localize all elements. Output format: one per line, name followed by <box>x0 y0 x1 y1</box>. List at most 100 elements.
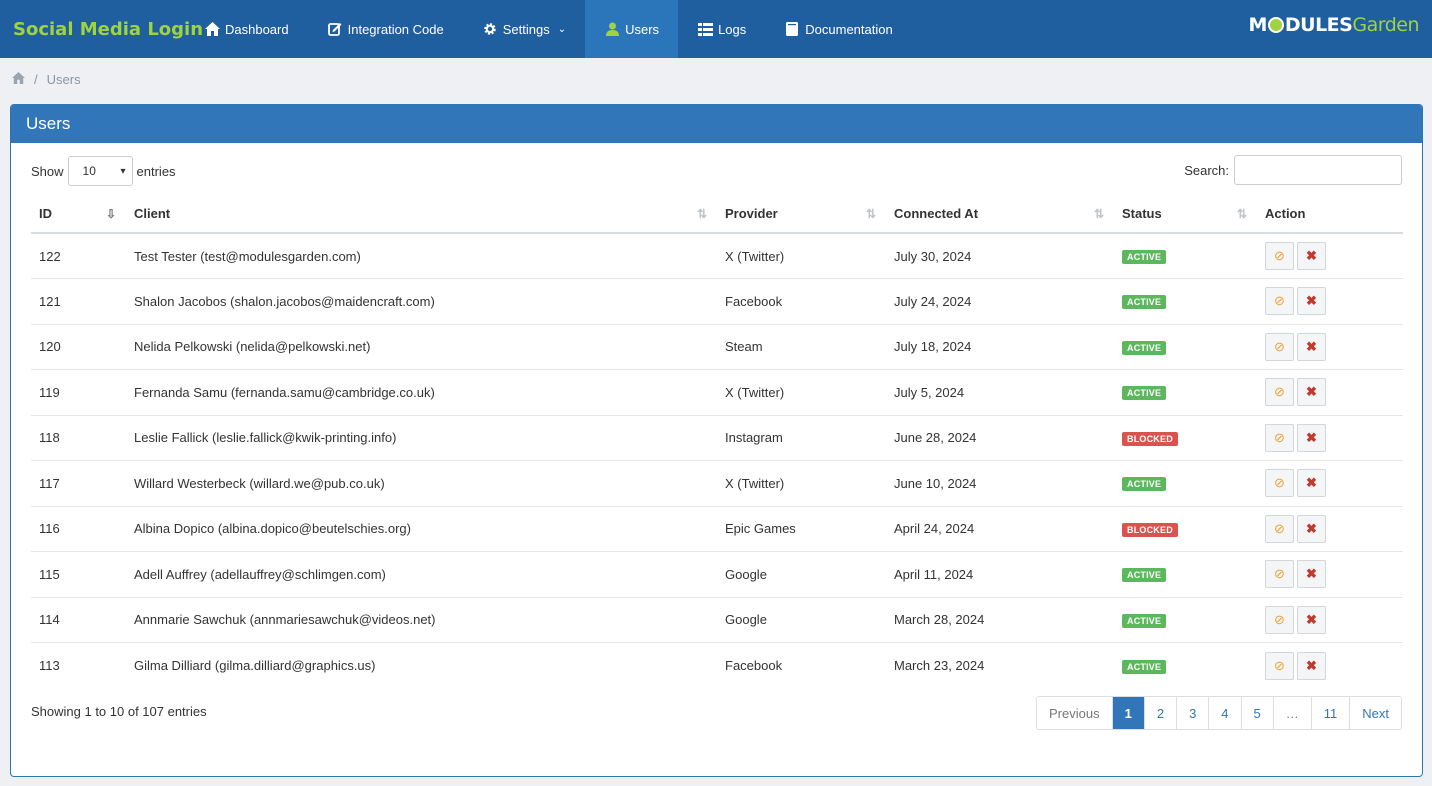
previous-page-button[interactable]: Previous <box>1037 697 1113 729</box>
cell-status: ACTIVE <box>1114 324 1257 370</box>
cell-action: ⊘ ✖ <box>1257 415 1403 461</box>
search-control: Search: <box>1184 155 1402 185</box>
block-button[interactable]: ⊘ <box>1265 651 1294 680</box>
block-button[interactable]: ⊘ <box>1265 605 1294 634</box>
cell-action: ⊘ ✖ <box>1257 460 1403 507</box>
block-button[interactable]: ⊘ <box>1265 332 1294 361</box>
page-button-1[interactable]: 1 <box>1112 697 1145 729</box>
nav-logs[interactable]: Logs <box>678 0 765 58</box>
cell-provider: X (Twitter) <box>717 233 886 279</box>
cell-client: Annmarie Sawchuk (annmariesawchuk@videos… <box>126 597 717 643</box>
block-button[interactable]: ⊘ <box>1265 423 1294 452</box>
column-header-id[interactable]: ID ⇩ <box>31 195 126 234</box>
cell-id: 116 <box>31 506 126 552</box>
list-icon <box>697 21 713 37</box>
search-input[interactable] <box>1234 155 1402 185</box>
cell-client: Nelida Pelkowski (nelida@pelkowski.net) <box>126 324 717 370</box>
gear-icon <box>482 21 498 37</box>
sort-icon: ⇅ <box>1236 207 1247 221</box>
cell-connected-at: July 30, 2024 <box>886 233 1114 279</box>
cell-client: Test Tester (test@modulesgarden.com) <box>126 233 717 279</box>
delete-button[interactable]: ✖ <box>1297 332 1326 361</box>
column-header-connected-at[interactable]: Connected At ⇅ <box>886 195 1114 234</box>
show-label: Show <box>31 163 64 179</box>
cell-id: 114 <box>31 597 126 643</box>
delete-button[interactable]: ✖ <box>1297 651 1326 680</box>
close-icon: ✖ <box>1306 611 1317 627</box>
page-button-4[interactable]: 4 <box>1209 697 1242 729</box>
cell-client: Willard Westerbeck (willard.we@pub.co.uk… <box>126 460 717 507</box>
table-row: 118 Leslie Fallick (leslie.fallick@kwik-p… <box>31 415 1403 461</box>
delete-button[interactable]: ✖ <box>1297 378 1326 407</box>
block-button[interactable]: ⊘ <box>1265 469 1294 498</box>
home-icon[interactable] <box>12 72 25 87</box>
cell-id: 118 <box>31 415 126 461</box>
column-header-provider[interactable]: Provider ⇅ <box>717 195 886 234</box>
sort-icon: ⇅ <box>865 207 876 221</box>
page-ellipsis: … <box>1273 697 1312 729</box>
block-button[interactable]: ⊘ <box>1265 378 1294 407</box>
app-title[interactable]: Social Media Login <box>13 18 204 40</box>
column-header-status[interactable]: Status ⇅ <box>1114 195 1257 234</box>
cell-status: ACTIVE <box>1114 551 1257 598</box>
ban-icon: ⊘ <box>1274 611 1285 627</box>
panel-title: Users <box>11 105 1422 143</box>
cell-id: 117 <box>31 460 126 507</box>
table-row: 115 Adell Auffrey (adellauffrey@schlimgen… <box>31 551 1403 598</box>
user-icon <box>604 21 620 37</box>
delete-button[interactable]: ✖ <box>1297 605 1326 634</box>
block-button[interactable]: ⊘ <box>1265 514 1294 543</box>
close-icon: ✖ <box>1306 520 1317 536</box>
cell-status: BLOCKED <box>1114 506 1257 552</box>
entries-label: entries <box>136 163 176 179</box>
sort-icon: ⇅ <box>696 207 707 221</box>
delete-button[interactable]: ✖ <box>1297 287 1326 316</box>
status-badge: ACTIVE <box>1122 613 1167 628</box>
delete-button[interactable]: ✖ <box>1297 242 1326 270</box>
delete-button[interactable]: ✖ <box>1297 423 1326 452</box>
cell-action: ⊘ ✖ <box>1257 278 1403 325</box>
table-row: 114 Annmarie Sawchuk (annmariesawchuk@vid… <box>31 597 1403 643</box>
page-button-11[interactable]: 11 <box>1311 697 1351 729</box>
close-icon: ✖ <box>1306 429 1317 445</box>
ban-icon: ⊘ <box>1274 566 1285 582</box>
breadcrumb-separator: / <box>34 72 38 87</box>
cell-provider: Instagram <box>717 415 886 461</box>
cell-provider: Google <box>717 551 886 598</box>
status-badge: BLOCKED <box>1122 522 1178 537</box>
entries-per-page-select[interactable]: 10 ▾ <box>67 156 133 186</box>
close-icon: ✖ <box>1306 657 1317 673</box>
ban-icon: ⊘ <box>1274 475 1285 491</box>
close-icon: ✖ <box>1306 475 1317 491</box>
cell-connected-at: March 23, 2024 <box>894 658 985 673</box>
nav-dashboard[interactable]: Dashboard <box>185 0 308 58</box>
delete-button[interactable]: ✖ <box>1297 560 1326 589</box>
block-button[interactable]: ⊘ <box>1265 287 1294 316</box>
nav-logs-label: Logs <box>718 21 747 37</box>
cell-action: ⊘ ✖ <box>1257 369 1403 416</box>
column-header-client[interactable]: Client ⇅ <box>126 195 717 234</box>
entries-per-page-value: 10 <box>82 164 96 178</box>
ban-icon: ⊘ <box>1274 293 1285 309</box>
nav-integration-code[interactable]: Integration Code <box>308 0 463 58</box>
table-body: 122 Test Tester (test@modulesgarden.com) X… <box>31 233 1403 688</box>
page-button-2[interactable]: 2 <box>1144 697 1178 729</box>
cell-action: ⊘ ✖ <box>1257 506 1403 552</box>
block-button[interactable]: ⊘ <box>1265 242 1294 270</box>
nav-documentation[interactable]: Documentation <box>765 0 911 58</box>
cell-client: Fernanda Samu (fernanda.samu@cambridge.c… <box>126 369 717 416</box>
nav-users[interactable]: Users <box>585 0 679 58</box>
nav-settings[interactable]: Settings ⌄ <box>463 0 585 58</box>
page-button-3[interactable]: 3 <box>1177 697 1210 729</box>
delete-button[interactable]: ✖ <box>1297 514 1326 543</box>
block-button[interactable]: ⊘ <box>1265 560 1294 589</box>
page-button-5[interactable]: 5 <box>1241 697 1274 729</box>
cell-status: BLOCKED <box>1114 415 1257 461</box>
close-icon: ✖ <box>1306 566 1317 582</box>
next-page-button[interactable]: Next <box>1350 697 1401 729</box>
cell-status: ACTIVE <box>1114 233 1257 279</box>
cell-status: ACTIVE <box>1114 278 1257 325</box>
breadcrumb-current: Users <box>46 72 81 87</box>
delete-button[interactable]: ✖ <box>1297 469 1326 498</box>
cell-client: Leslie Fallick (leslie.fallick@kwik-prin… <box>126 415 717 461</box>
